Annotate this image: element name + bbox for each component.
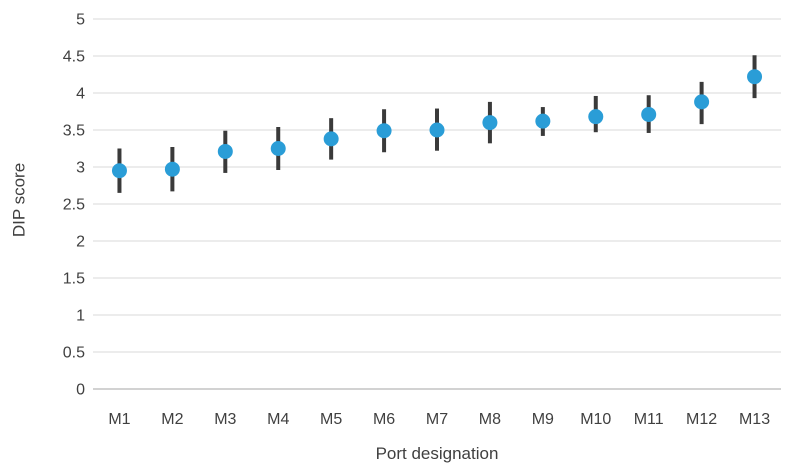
data-point — [429, 122, 445, 138]
x-tick-label: M10 — [580, 411, 611, 428]
data-point — [535, 113, 551, 129]
data-point — [641, 106, 657, 122]
x-tick-label: M11 — [634, 411, 664, 428]
x-tick-label: M5 — [320, 411, 342, 428]
x-tick-label: M1 — [108, 411, 130, 428]
data-point — [482, 115, 498, 131]
data-point — [323, 131, 339, 147]
x-tick-label: M13 — [739, 411, 770, 428]
y-tick-label: 4 — [76, 86, 85, 103]
x-tick-label: M9 — [532, 411, 554, 428]
data-point — [270, 141, 286, 156]
x-tick-label: M4 — [267, 411, 289, 428]
y-tick-label: 2 — [76, 234, 85, 251]
plot-layer: 0 0.5 1 1.5 2 2.5 3 3.5 4 4.5 5 M1 M2 M3 M4 M5 M6 M7 M8 M9 M… — [63, 12, 781, 428]
y-tick-label: 0 — [76, 382, 85, 399]
y-tick-label: 0.5 — [63, 345, 85, 362]
x-tick-label: M6 — [373, 411, 395, 428]
y-tick-label: 3 — [76, 160, 85, 177]
y-axis-title: DIP score — [9, 163, 28, 237]
data-point — [694, 94, 710, 110]
x-tick-label: M7 — [426, 411, 448, 428]
data-point — [376, 123, 392, 139]
y-tick-label: 5 — [76, 12, 85, 29]
y-tick-label: 4.5 — [63, 49, 85, 66]
x-tick-label: M12 — [686, 411, 717, 428]
data-point — [747, 69, 763, 85]
y-tick-label: 2.5 — [63, 197, 85, 214]
x-tick-label: M8 — [479, 411, 501, 428]
x-tick-label: M3 — [214, 411, 236, 428]
y-tick-label: 1 — [76, 308, 85, 325]
y-tick-label: 1.5 — [63, 271, 85, 288]
data-point — [217, 143, 233, 159]
x-tick-label: M2 — [161, 411, 183, 428]
y-tick-label: 3.5 — [63, 123, 85, 140]
x-axis-title: Port designation — [376, 444, 499, 463]
data-point — [111, 163, 127, 179]
data-point — [588, 109, 604, 125]
data-point — [164, 161, 180, 177]
